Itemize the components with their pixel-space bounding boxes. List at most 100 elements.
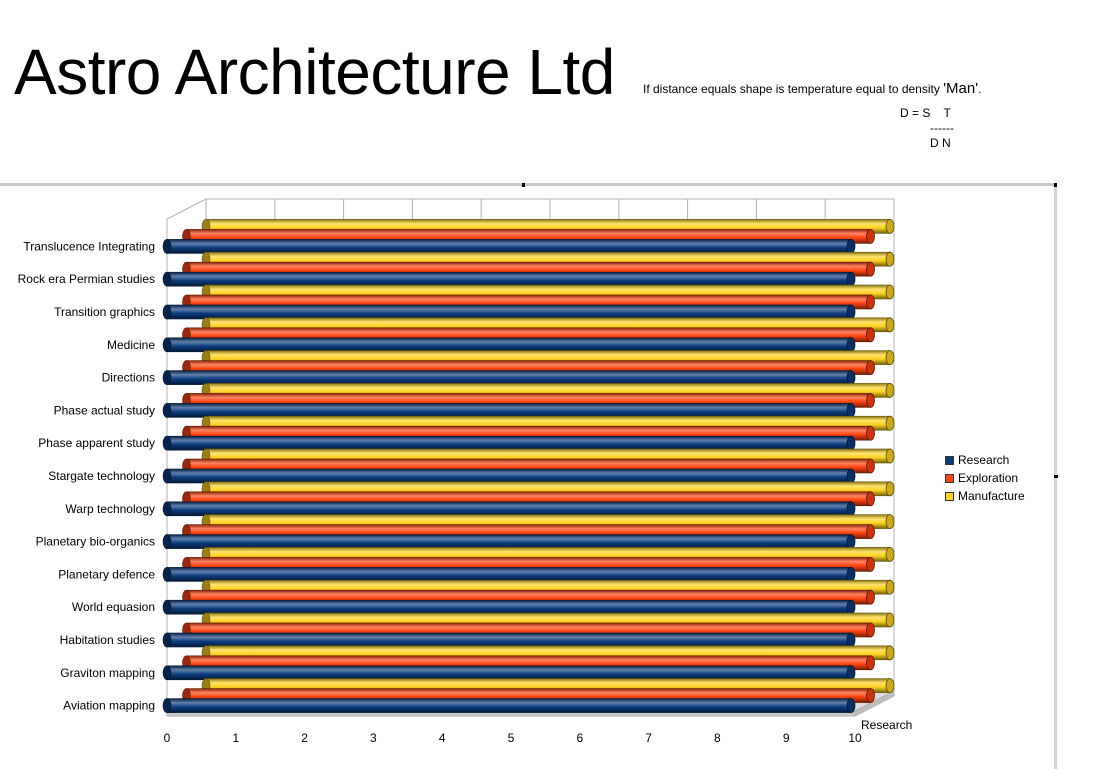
bar-end-cap [866,589,875,605]
category-label: Warp technology [65,502,155,516]
bar-end-cap [866,524,875,539]
category-label: Translucence Integrating [23,239,155,253]
bar-research [162,567,856,582]
bar-body [166,501,852,517]
bar-end-cap [846,599,856,615]
bar-research [162,599,856,615]
bar-end-cap [846,238,856,254]
bar-end-cap [866,261,875,277]
legend-item: Manufacture [945,487,1025,505]
subtitle: If distance equals shape is temperature … [643,80,981,97]
bar-research [162,632,856,648]
category-label: Aviation mapping [63,699,155,713]
bar-end-cap [885,350,895,366]
bar-start-cap [162,271,172,287]
bar-end-cap [866,557,875,572]
bar-research [162,665,856,681]
bar-body [166,632,852,648]
x-tick-label: 6 [576,731,583,745]
category-label: World equasion [72,600,155,614]
bar-start-cap [162,534,172,549]
bar-end-cap [885,284,895,300]
bar-body [166,599,852,615]
bar-body [166,271,852,287]
bar-end-cap [866,655,875,671]
bar-end-cap [846,402,856,418]
bar-start-cap [162,370,172,385]
legend-item: Exploration [945,469,1025,487]
category-label: Graviton mapping [60,666,155,680]
bar-research [162,698,856,713]
bar-research [162,534,856,549]
bar-end-cap [846,271,856,287]
bar-end-cap [846,468,856,484]
depth-axis-label: Research [861,718,913,732]
bar-end-cap [866,688,875,703]
x-tick-label: 0 [164,731,171,745]
bar-end-cap [846,698,856,713]
bar-body [166,239,852,254]
subtitle-quote: 'Man' [943,80,979,97]
bar-end-cap [885,612,895,628]
bar-start-cap [162,665,172,681]
category-label: Habitation studies [60,633,155,647]
bar-start-cap [162,435,172,451]
category-label: Directions [102,371,155,385]
legend-swatch [945,491,954,501]
bar-start-cap [162,468,172,484]
bar-end-cap [885,382,895,398]
x-tick-label: 9 [783,731,790,745]
bar-start-cap [162,337,172,353]
floor-edge-side [854,690,895,717]
bar-end-cap [885,514,895,529]
bar-body [166,337,852,353]
legend-label: Manufacture [958,489,1025,503]
subtitle-end: . [978,82,982,96]
bar-body [166,534,852,549]
bar-start-cap [162,567,172,582]
separator-left [0,183,523,186]
bar-start-cap [162,599,172,615]
bar-research [162,402,856,418]
bar-end-cap [846,501,856,517]
bar-body [166,468,852,484]
bar-start-cap [162,304,172,320]
bar-research [162,304,856,320]
bar-body [166,304,852,320]
separator-right [524,183,1057,186]
bar-body [166,665,852,681]
bar-body [166,567,852,582]
bar-end-cap [866,392,875,408]
legend-label: Exploration [958,471,1019,485]
category-label: Medicine [107,338,155,352]
category-label: Phase apparent study [38,436,155,450]
bar-body [166,370,852,385]
bar-end-cap [866,491,875,507]
legend-label: Research [958,453,1010,467]
bar-start-cap [162,403,172,418]
bar-end-cap [846,665,856,681]
legend: Research Exploration Manufacture [945,451,1025,505]
bar-end-cap [885,678,895,693]
bar-end-cap [885,415,895,431]
bar-end-cap [846,304,856,320]
category-label: Stargate technology [48,469,155,483]
bar-body [166,698,852,713]
separator-tick [522,183,525,187]
bar-end-cap [866,228,875,244]
subtitle-text: If distance equals shape is temperature … [643,82,944,96]
formula: D = S T ------ D N [900,106,954,150]
bar-research [162,337,856,353]
x-tick-label: 8 [714,731,721,745]
x-tick-label: 7 [645,731,652,745]
bar-start-cap [162,501,172,517]
category-label: Phase actual study [54,403,155,417]
bar-end-cap [846,435,856,451]
bar-end-cap [846,567,856,582]
bar-start-cap [162,698,172,713]
bar-research [162,271,856,287]
bar-research [162,468,856,484]
x-tick-label: 5 [508,731,515,745]
bar-end-cap [885,645,895,661]
